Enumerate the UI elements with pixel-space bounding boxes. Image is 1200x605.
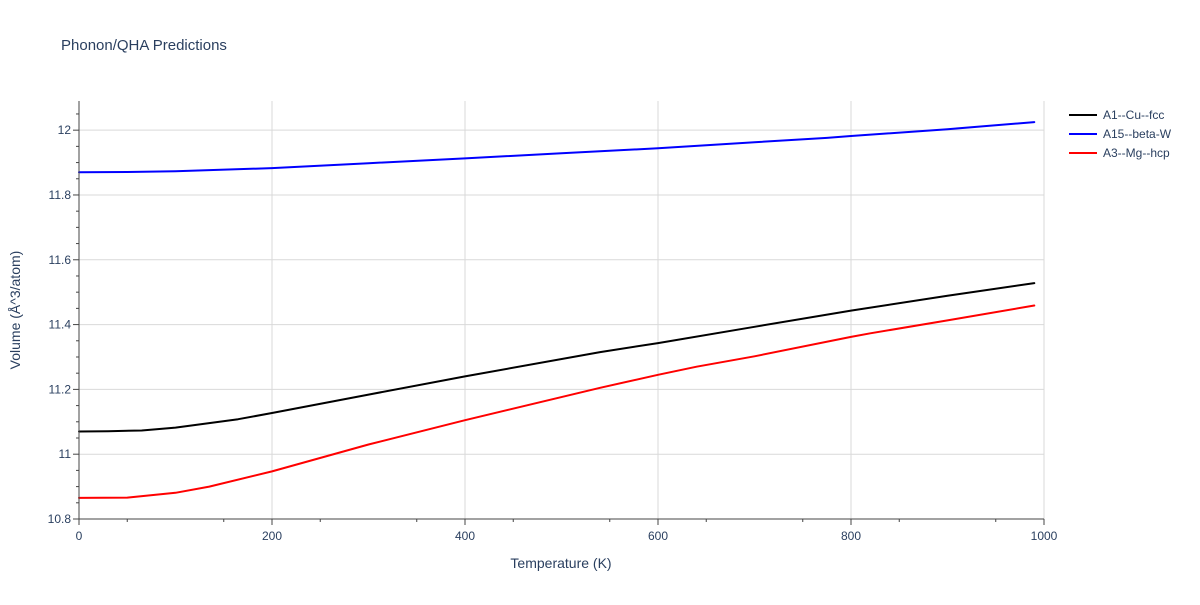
grid	[79, 101, 1045, 519]
legend-label: A3--Mg--hcp	[1103, 146, 1170, 160]
y-tick-label: 11.2	[49, 382, 72, 396]
x-tick-label: 800	[841, 529, 861, 543]
y-tick-label: 11.6	[49, 253, 72, 267]
y-tick-label: 10.8	[48, 512, 72, 526]
legend: A1--Cu--fcc A15--beta-W A3--Mg--hcp	[1069, 108, 1172, 160]
legend-label: A1--Cu--fcc	[1103, 108, 1164, 122]
series-line	[78, 282, 1036, 433]
y-tick-label: 11.4	[49, 318, 72, 332]
x-tick-label: 0	[76, 529, 83, 543]
series-lines	[78, 121, 1036, 499]
y-axis-ticks: 10.8 11 11.2 11.4 11.6 11.8 12	[48, 113, 79, 526]
x-tick-label: 1000	[1031, 529, 1058, 543]
y-axis-title: Volume (Å^3/atom)	[7, 251, 23, 370]
series-line	[78, 121, 1036, 174]
legend-label: A15--beta-W	[1103, 127, 1172, 141]
chart-title: Phonon/QHA Predictions	[61, 37, 227, 54]
x-tick-label: 200	[262, 529, 282, 543]
x-axis-ticks: 0 200 400 600 800 1000	[76, 519, 1058, 543]
x-tick-label: 600	[648, 529, 668, 543]
y-tick-label: 11.8	[49, 188, 72, 202]
x-tick-label: 400	[455, 529, 475, 543]
y-tick-label: 11	[59, 447, 72, 461]
axes	[78, 101, 1044, 520]
series-line	[78, 304, 1036, 499]
x-axis-title: Temperature (K)	[510, 555, 611, 571]
y-tick-label: 12	[58, 123, 72, 137]
